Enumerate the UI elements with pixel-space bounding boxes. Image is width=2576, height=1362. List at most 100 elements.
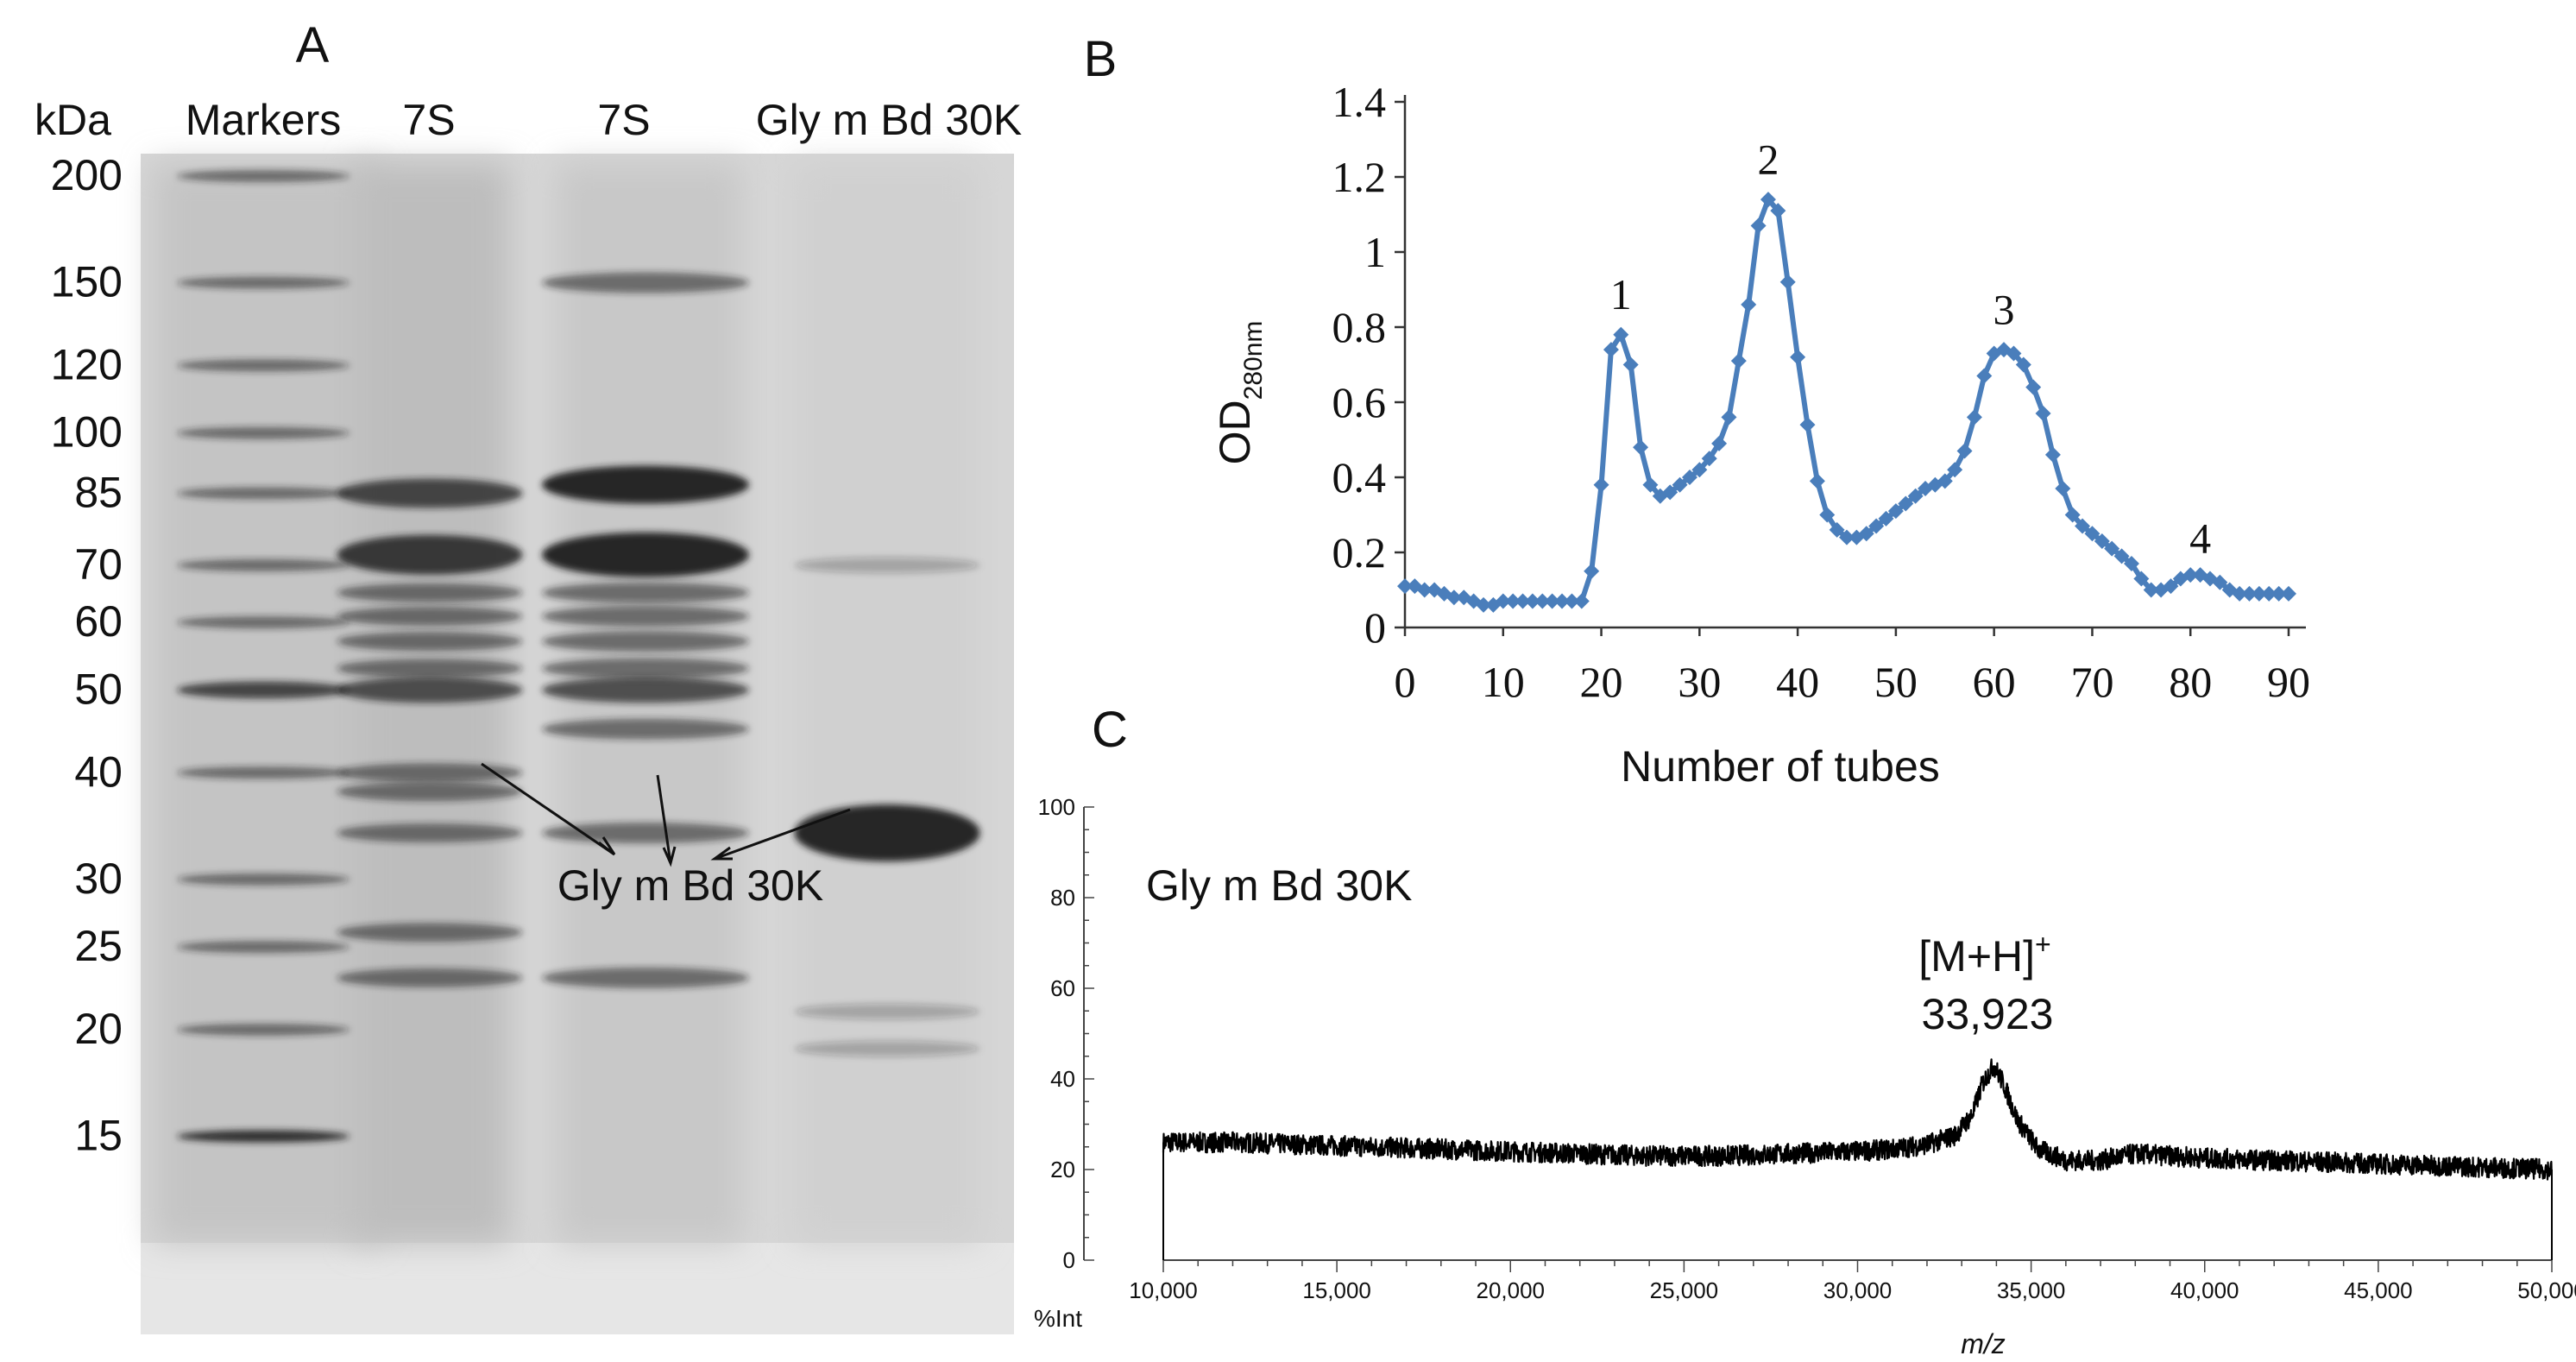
lane-header-gly-m-bd-30k: Gly m Bd 30K — [756, 96, 1022, 144]
chart-b-point — [1573, 593, 1590, 609]
chart-b-point — [2271, 585, 2287, 602]
chart-b-point — [1642, 476, 1659, 493]
gel-band-lane-7s-1-53 — [337, 659, 523, 678]
gel-band-markers-40 — [177, 766, 350, 779]
chart-b-point — [2035, 406, 2051, 422]
chart-b-point — [2084, 526, 2100, 542]
chart-b-point — [1829, 521, 1845, 538]
chart-b-point — [2133, 571, 2150, 587]
chart-b-point — [2163, 578, 2179, 595]
chart-b-point — [2212, 574, 2228, 590]
chart-b-point — [1633, 439, 1649, 456]
chart-b-x-tick-label: 60 — [1973, 658, 2016, 706]
panel-b-label: B — [1084, 31, 1118, 87]
chart-c-x-tick-label: 15,000 — [1302, 1277, 1371, 1303]
marker-label-200: 200 — [51, 151, 123, 199]
chart-c-y-unit: %Int — [1034, 1305, 1082, 1332]
gel-band-lane-7s-1-23 — [337, 968, 523, 987]
gel-band-markers-30 — [177, 873, 350, 886]
chart-b-x-tick-label: 0 — [1395, 658, 1416, 706]
chart-b-point — [1603, 342, 1619, 358]
chart-b-point — [1868, 518, 1885, 534]
marker-labels: 200 150 120 100 85 70 60 50 40 30 25 20 15 — [51, 151, 123, 1160]
chart-b-point — [2025, 379, 2042, 395]
gel-bottom-fade — [141, 1243, 1014, 1334]
marker-label-40: 40 — [74, 747, 123, 796]
kda-label: kDa — [35, 96, 111, 144]
gel-band-lane-7s-2-61 — [542, 606, 749, 627]
chart-b-point — [2143, 582, 2159, 598]
chart-b-peak-label-2: 2 — [1757, 135, 1779, 183]
gel-band-lane-7s-2-50 — [542, 677, 749, 703]
chart-b-point — [1770, 203, 1786, 219]
chart-b-point — [1947, 462, 1963, 478]
chart-b-point — [1898, 495, 1914, 512]
marker-label-150: 150 — [51, 258, 123, 306]
chart-b-point — [1672, 476, 1688, 493]
chart-c-x-tick-label: 20,000 — [1476, 1277, 1545, 1303]
gel-band-markers-70 — [177, 558, 350, 571]
chart-b-point — [1799, 417, 1816, 433]
gel-lane-7s-2 — [557, 164, 742, 1243]
marker-label-15: 15 — [74, 1112, 123, 1160]
chart-b-point — [1809, 473, 1825, 489]
chart-b-point — [1711, 435, 1728, 451]
gel-band-lane-gly-m-bd-30k-19 — [794, 1040, 980, 1056]
chart-b-point — [1524, 593, 1540, 609]
gel-band-lane-7s-2-23 — [542, 967, 749, 988]
chart-b-x-tick-label: 30 — [1678, 658, 1721, 706]
annotation-arrows — [481, 762, 851, 867]
chart-c-spectrum-trace — [1162, 1058, 2553, 1181]
chart-b-y-tick-label: 1.4 — [1332, 78, 1387, 126]
chart-b-point — [2123, 556, 2139, 572]
gel-band-lane-7s-1-40 — [337, 763, 523, 783]
gel-band-markers-100 — [177, 426, 350, 439]
chart-b-point — [1445, 590, 1462, 606]
chart-c-x-tick-label: 35,000 — [1997, 1277, 2066, 1303]
chart-c-x-tick-label: 30,000 — [1823, 1277, 1893, 1303]
chart-b-x-tick-label: 50 — [1874, 658, 1918, 706]
gel-band-lane-7s-2-150 — [542, 272, 749, 293]
chart-b-point — [1681, 470, 1697, 485]
chart-b-point — [1750, 218, 1767, 234]
chart-b-point — [1416, 582, 1433, 598]
gel-bands — [177, 170, 980, 1143]
gel-band-lane-7s-2-87 — [542, 465, 749, 504]
chart-b-point — [2251, 585, 2267, 602]
chart-b-point — [1397, 578, 1413, 595]
chart-b-point — [2064, 507, 2081, 523]
chart-b-point — [1495, 593, 1511, 609]
chart-b-point — [1730, 353, 1747, 369]
chart-b-point — [1839, 529, 1855, 545]
chart-b-point — [1887, 503, 1904, 520]
chart-b-point — [1691, 462, 1708, 478]
chart-b-point — [2044, 446, 2061, 463]
gel-band-lane-gly-m-bd-30k-34 — [794, 804, 980, 862]
gel-band-lane-7s-1-72 — [337, 534, 523, 575]
chart-c-x-tick-label: 50,000 — [2517, 1277, 2576, 1303]
chart-b-x-label: Number of tubes — [1621, 742, 1940, 791]
gel-band-lane-gly-m-bd-30k-21 — [794, 1004, 980, 1020]
chart-b-x-tick-label: 20 — [1580, 658, 1623, 706]
chart-b-point — [1858, 526, 1874, 542]
chart-b-point — [1534, 593, 1551, 609]
chart-b-point — [1564, 593, 1580, 609]
chart-b-point — [1701, 451, 1717, 467]
gel-band-markers-200 — [177, 170, 350, 182]
chart-b-point — [2232, 585, 2248, 602]
gel-band-lane-7s-1-57 — [337, 632, 523, 652]
chart-b-x-tick-label: 80 — [2169, 658, 2212, 706]
chart-c-y-tick-label: 0 — [1063, 1247, 1075, 1273]
lane-header-7s-1: 7S — [402, 96, 455, 144]
chart-b-point — [2104, 540, 2120, 557]
chart-b-point — [1937, 473, 1953, 489]
gel-band-lane-7s-1-26 — [337, 923, 523, 943]
lane-header-markers: Markers — [186, 96, 342, 144]
chart-b-y-label-sub: 280nm — [1239, 321, 1268, 400]
chart-b-x-tick-label: 10 — [1482, 658, 1525, 706]
chart-b-point — [2015, 356, 2031, 373]
chart-b-point — [1584, 563, 1600, 579]
gel-band-markers-85 — [177, 487, 350, 500]
chart-c-y-tick-label: 100 — [1038, 794, 1075, 820]
chart-b-point — [2261, 585, 2277, 602]
